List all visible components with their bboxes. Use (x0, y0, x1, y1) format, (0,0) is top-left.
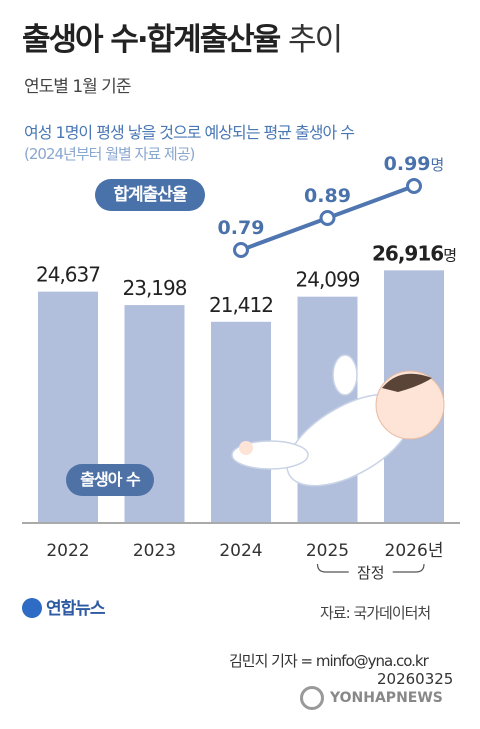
rate-point-2025 (319, 210, 336, 226)
provisional-label: 잠정 (357, 564, 385, 582)
publish-date: 20260325 (377, 670, 454, 688)
logo-icon (22, 598, 42, 618)
rate-label-2024: 0.79 (218, 217, 265, 239)
monthly-data-note: (2024년부터 월별 자료 제공) (24, 145, 195, 163)
yonhapnews-watermark: YONHAPNEWS (300, 686, 443, 710)
bar-label-2026: 26,916명 (372, 241, 456, 265)
bar-label-2025: 24,099 (296, 268, 360, 292)
reporter-credit: 김민지 기자 = minfo@yna.co.kr (229, 652, 429, 670)
bar-label-unit: 명 (443, 246, 456, 264)
bar-value-labels: 24,637 23,198 21,412 24,099 26,916명 (36, 241, 457, 317)
bar-2024 (211, 321, 271, 522)
rate-label-2026: 0.99명 (384, 153, 445, 175)
x-tick-2025: 2025 (306, 541, 349, 561)
source-text: 자료: 국가데이터처 (320, 604, 431, 622)
rate-point-2026 (406, 178, 422, 194)
fertility-rate-badge: 합계출산율 (95, 179, 205, 211)
rate-label-2025: 0.89 (304, 185, 351, 207)
births-badge: 출생아 수 (66, 464, 154, 496)
yonhap-logo: 연합뉴스 (22, 594, 106, 619)
title-suffix: 추이 (288, 22, 343, 58)
page-title: 출생아 수·합계출산율 추이 (22, 14, 343, 59)
page-subtitle: 연도별 1월 기준 (24, 77, 131, 97)
rate-definition-note: 여성 1명이 평생 낳을 것으로 예상되는 평균 출생아 수 (24, 123, 355, 142)
watermark-text: YONHAPNEWS (330, 690, 443, 706)
bar-label-2022: 24,637 (36, 263, 100, 287)
x-tick-2024: 2024 (219, 541, 262, 561)
fertility-rate-line: 0.79 0.89 0.99명 (218, 153, 445, 258)
x-tick-2023: 2023 (133, 541, 176, 561)
x-tick-2022: 2022 (46, 541, 89, 561)
bar-label-2024: 21,412 (209, 293, 273, 317)
rate-point-2024 (233, 242, 249, 258)
x-tick-2026: 2026년 (385, 541, 444, 561)
rate-label-unit: 명 (431, 156, 445, 174)
provisional-label-bg (348, 562, 393, 582)
title-main: 출생아 수·합계출산율 (22, 22, 281, 58)
watermark-icon (300, 686, 324, 710)
logo-text: 연합뉴스 (46, 599, 106, 619)
bar-label-2023: 23,198 (123, 276, 187, 300)
x-tick-unit: 년 (428, 541, 444, 561)
baby-illustration (231, 354, 445, 487)
